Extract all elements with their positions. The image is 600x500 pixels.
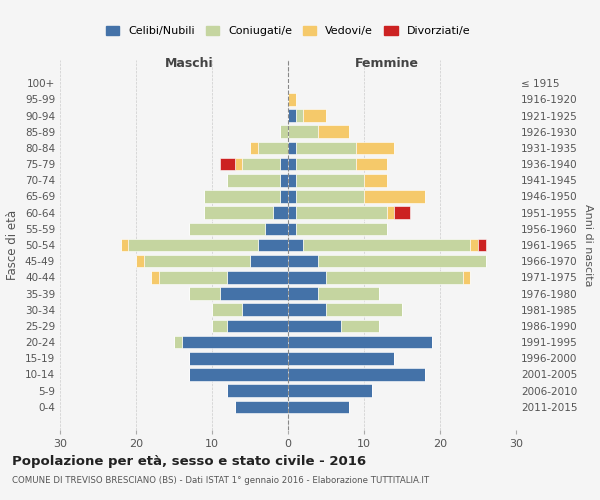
Bar bbox=[356, 142, 394, 154]
Bar bbox=[235, 400, 288, 413]
Bar bbox=[470, 238, 478, 252]
Bar bbox=[356, 158, 387, 170]
Bar bbox=[143, 255, 250, 268]
Bar bbox=[288, 352, 394, 364]
Bar bbox=[273, 206, 288, 219]
Bar bbox=[227, 320, 288, 332]
Bar bbox=[296, 222, 387, 235]
Bar bbox=[463, 271, 470, 283]
Bar bbox=[478, 238, 485, 252]
Bar bbox=[288, 368, 425, 381]
Bar bbox=[242, 158, 280, 170]
Bar bbox=[250, 255, 288, 268]
Bar bbox=[189, 222, 265, 235]
Bar bbox=[220, 158, 235, 170]
Bar bbox=[319, 287, 379, 300]
Bar bbox=[189, 287, 220, 300]
Bar bbox=[341, 320, 379, 332]
Bar bbox=[128, 238, 257, 252]
Bar bbox=[288, 336, 433, 348]
Bar bbox=[326, 304, 402, 316]
Bar bbox=[364, 190, 425, 203]
Text: Femmine: Femmine bbox=[355, 57, 419, 70]
Bar bbox=[257, 238, 288, 252]
Text: Popolazione per età, sesso e stato civile - 2016: Popolazione per età, sesso e stato civil… bbox=[12, 455, 366, 468]
Bar bbox=[205, 190, 280, 203]
Bar bbox=[159, 271, 227, 283]
Bar bbox=[288, 238, 303, 252]
Bar bbox=[296, 206, 387, 219]
Bar bbox=[387, 206, 394, 219]
Bar bbox=[288, 142, 296, 154]
Bar bbox=[296, 190, 364, 203]
Bar bbox=[296, 142, 356, 154]
Bar bbox=[227, 174, 280, 186]
Bar bbox=[288, 320, 341, 332]
Text: Maschi: Maschi bbox=[165, 57, 214, 70]
Bar bbox=[296, 109, 303, 122]
Bar bbox=[288, 126, 319, 138]
Bar bbox=[288, 206, 296, 219]
Bar bbox=[227, 384, 288, 397]
Bar bbox=[280, 158, 288, 170]
Bar bbox=[257, 142, 288, 154]
Bar bbox=[288, 222, 296, 235]
Bar bbox=[174, 336, 182, 348]
Bar bbox=[288, 190, 296, 203]
Bar bbox=[288, 174, 296, 186]
Bar bbox=[364, 174, 387, 186]
Bar bbox=[212, 320, 227, 332]
Bar bbox=[280, 174, 288, 186]
Y-axis label: Anni di nascita: Anni di nascita bbox=[583, 204, 593, 286]
Bar bbox=[250, 142, 257, 154]
Bar bbox=[212, 304, 242, 316]
Bar bbox=[288, 271, 326, 283]
Bar bbox=[394, 206, 410, 219]
Text: COMUNE DI TREVISO BRESCIANO (BS) - Dati ISTAT 1° gennaio 2016 - Elaborazione TUT: COMUNE DI TREVISO BRESCIANO (BS) - Dati … bbox=[12, 476, 429, 485]
Bar bbox=[189, 368, 288, 381]
Bar bbox=[220, 287, 288, 300]
Bar bbox=[205, 206, 273, 219]
Bar bbox=[288, 400, 349, 413]
Bar bbox=[303, 109, 326, 122]
Bar bbox=[151, 271, 159, 283]
Bar bbox=[288, 287, 319, 300]
Legend: Celibi/Nubili, Coniugati/e, Vedovi/e, Divorziati/e: Celibi/Nubili, Coniugati/e, Vedovi/e, Di… bbox=[101, 21, 475, 40]
Bar bbox=[189, 352, 288, 364]
Bar bbox=[242, 304, 288, 316]
Bar bbox=[227, 271, 288, 283]
Bar bbox=[319, 126, 349, 138]
Bar bbox=[136, 255, 143, 268]
Bar bbox=[288, 384, 371, 397]
Bar bbox=[296, 158, 356, 170]
Bar bbox=[235, 158, 242, 170]
Bar bbox=[288, 255, 319, 268]
Bar bbox=[288, 93, 296, 106]
Bar bbox=[326, 271, 463, 283]
Bar bbox=[296, 174, 364, 186]
Bar bbox=[280, 126, 288, 138]
Bar bbox=[288, 109, 296, 122]
Bar bbox=[288, 304, 326, 316]
Bar bbox=[319, 255, 485, 268]
Bar bbox=[303, 238, 470, 252]
Bar bbox=[265, 222, 288, 235]
Bar bbox=[288, 158, 296, 170]
Bar bbox=[182, 336, 288, 348]
Bar bbox=[121, 238, 128, 252]
Y-axis label: Fasce di età: Fasce di età bbox=[7, 210, 19, 280]
Bar bbox=[280, 190, 288, 203]
